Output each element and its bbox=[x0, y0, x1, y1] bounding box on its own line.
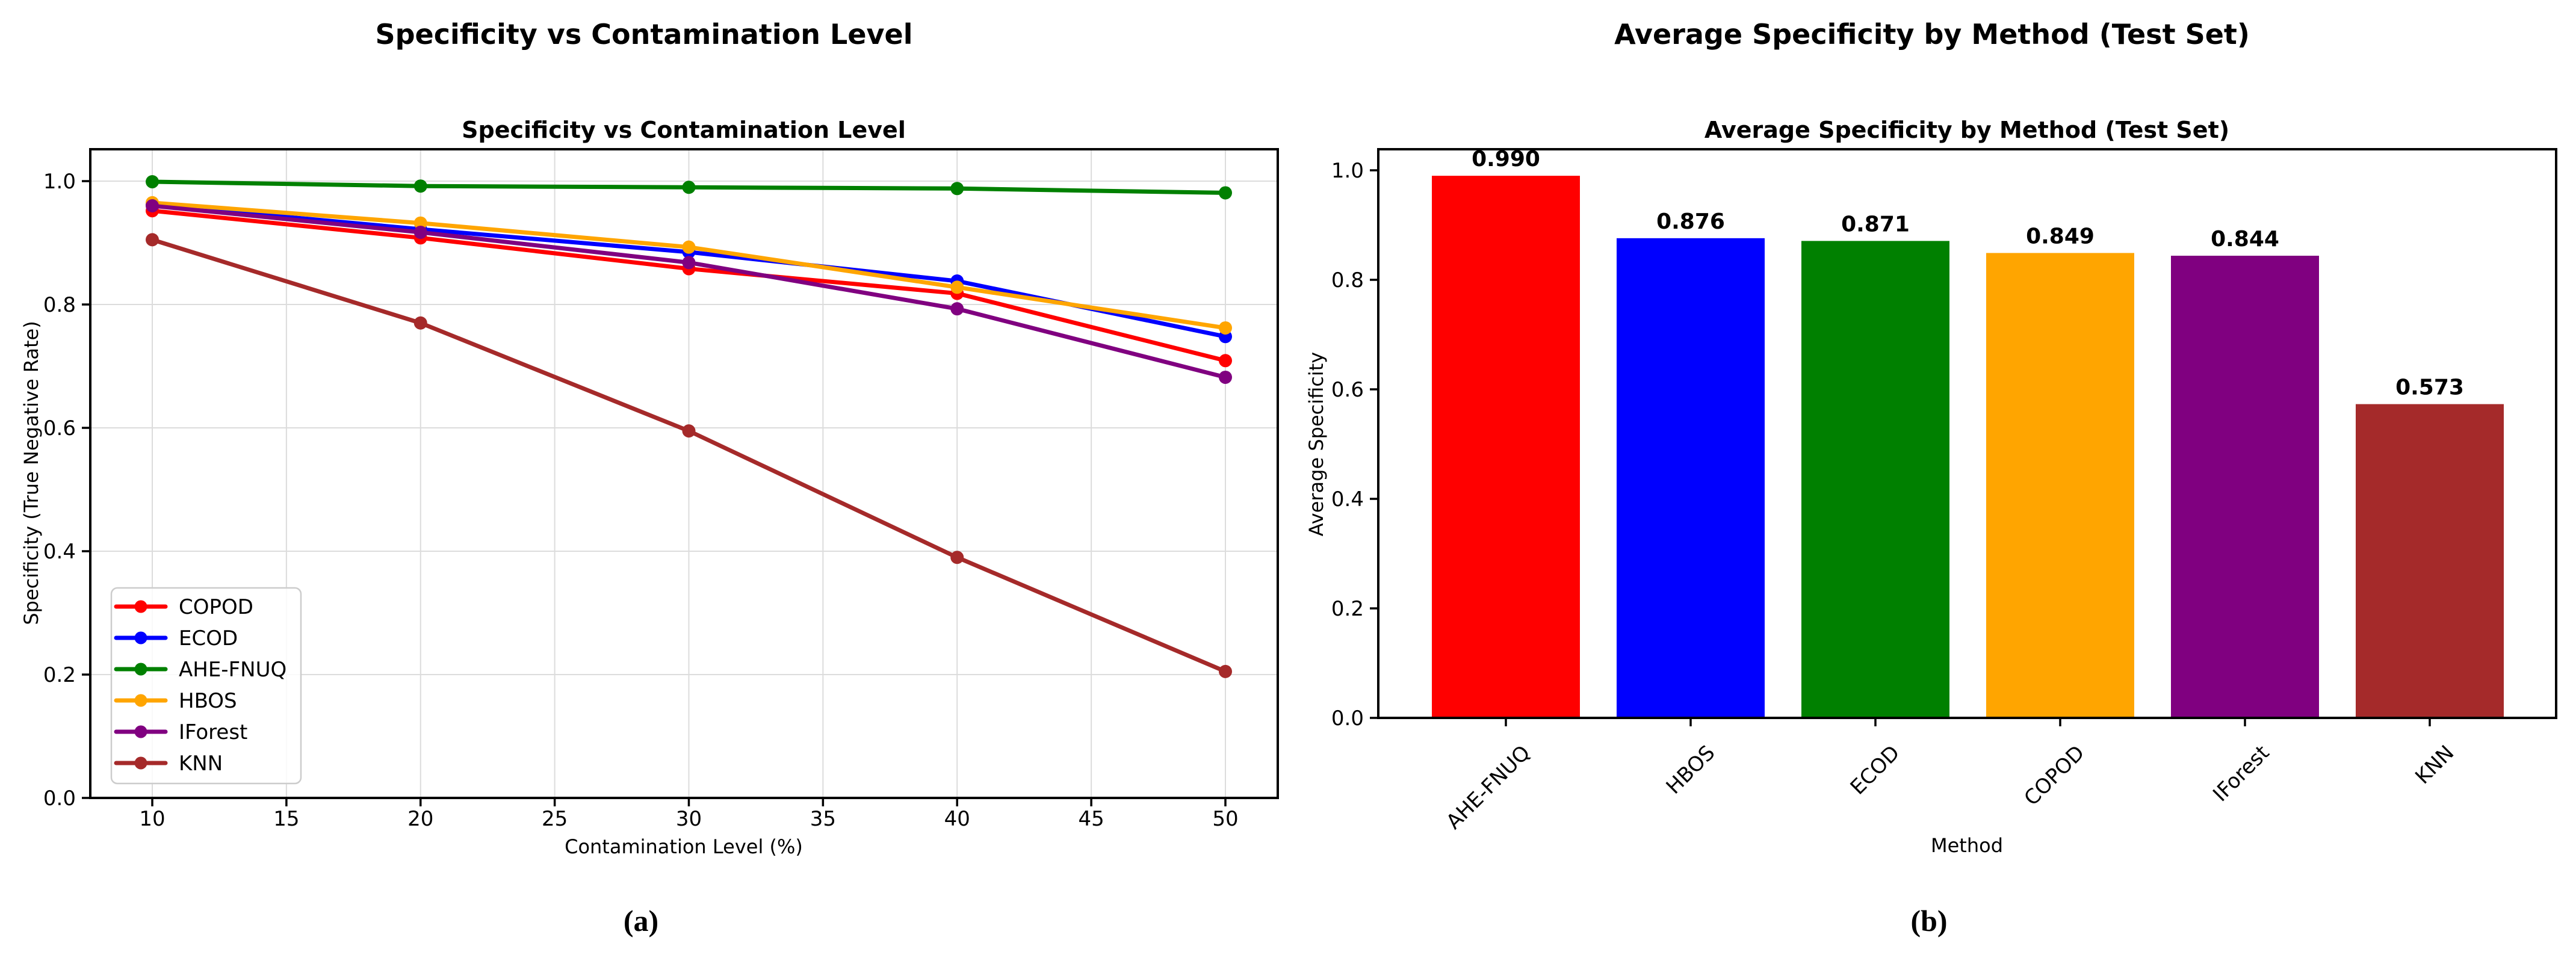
data-point-KNN bbox=[1219, 664, 1232, 678]
legend-swatch-marker-AHE-FNUQ bbox=[134, 663, 147, 676]
y-tick-label: 1.0 bbox=[43, 170, 76, 194]
data-point-IForest bbox=[682, 256, 696, 270]
right-figure-suptitle: Average Specificity by Method (Test Set) bbox=[1614, 18, 2250, 51]
y-tick-label: 0.8 bbox=[1331, 268, 1364, 292]
x-tick-label-ECOD: ECOD bbox=[1846, 741, 1905, 800]
bar-value-label: 0.990 bbox=[1472, 147, 1540, 172]
legend-label-ECOD: ECOD bbox=[179, 626, 238, 651]
x-tick-label: 40 bbox=[944, 807, 970, 831]
data-point-HBOS bbox=[682, 240, 696, 254]
legend-label-KNN: KNN bbox=[179, 752, 223, 776]
y-tick-label: 0.2 bbox=[43, 663, 76, 687]
data-point-HBOS bbox=[950, 280, 964, 294]
bar-IForest bbox=[2171, 255, 2319, 718]
bar-value-label: 0.876 bbox=[1656, 209, 1725, 234]
data-point-HBOS bbox=[1219, 321, 1232, 335]
bar-COPOD bbox=[1986, 253, 2134, 718]
x-tick-label-KNN: KNN bbox=[2410, 741, 2459, 789]
legend-label-IForest: IForest bbox=[179, 720, 247, 744]
x-tick-label-IForest: IForest bbox=[2208, 741, 2274, 806]
x-tick-label-AHE-FNUQ: AHE-FNUQ bbox=[1441, 741, 1535, 834]
bar-KNN bbox=[2356, 404, 2504, 718]
data-point-KNN bbox=[950, 551, 964, 564]
x-tick-label-HBOS: HBOS bbox=[1662, 741, 1720, 799]
right-yaxis-label: Average Specificity bbox=[1305, 351, 1328, 537]
legend-label-AHE-FNUQ: AHE-FNUQ bbox=[179, 658, 286, 682]
y-tick-label: 0.0 bbox=[43, 786, 76, 811]
left-figure-suptitle: Specificity vs Contamination Level bbox=[375, 18, 913, 51]
data-point-KNN bbox=[146, 233, 159, 247]
x-tick-label: 35 bbox=[810, 807, 836, 831]
data-point-AHE-FNUQ bbox=[950, 182, 964, 196]
data-point-KNN bbox=[682, 424, 696, 438]
data-point-IForest bbox=[1219, 370, 1232, 384]
x-tick-label-COPOD: COPOD bbox=[2019, 741, 2089, 811]
bar-AHE-FNUQ bbox=[1432, 176, 1580, 718]
data-point-IForest bbox=[146, 199, 159, 212]
y-tick-label: 0.6 bbox=[43, 416, 76, 440]
data-point-AHE-FNUQ bbox=[413, 179, 427, 193]
bar-value-label: 0.871 bbox=[1841, 212, 1910, 236]
legend-swatch-marker-HBOS bbox=[134, 694, 147, 707]
y-tick-label: 0.2 bbox=[1331, 597, 1364, 621]
right-plot-spines bbox=[1377, 148, 2557, 719]
y-tick-label: 0.0 bbox=[1331, 706, 1364, 731]
right-axes-title: Average Specificity by Method (Test Set) bbox=[1704, 117, 2230, 143]
data-point-IForest bbox=[413, 226, 427, 240]
legend-swatch-marker-IForest bbox=[134, 725, 147, 738]
x-tick-label: 30 bbox=[676, 807, 702, 831]
bar-value-label: 0.849 bbox=[2026, 224, 2095, 249]
y-tick-label: 0.8 bbox=[43, 293, 76, 317]
y-tick-label: 0.4 bbox=[1331, 487, 1364, 511]
x-tick-label: 25 bbox=[542, 807, 568, 831]
data-point-AHE-FNUQ bbox=[1219, 186, 1232, 200]
legend-swatch-marker-KNN bbox=[134, 756, 147, 770]
y-tick-label: 1.0 bbox=[1331, 159, 1364, 183]
left-yaxis-label: Specificity (True Negative Rate) bbox=[20, 321, 43, 625]
x-tick-label: 20 bbox=[407, 807, 433, 831]
bar-value-label: 0.573 bbox=[2395, 375, 2464, 400]
data-point-IForest bbox=[950, 302, 964, 316]
data-point-HBOS bbox=[413, 216, 427, 230]
bar-value-label: 0.844 bbox=[2211, 227, 2279, 252]
legend-swatch-marker-ECOD bbox=[134, 631, 147, 644]
bar-HBOS bbox=[1617, 238, 1765, 718]
data-point-COPOD bbox=[1219, 354, 1232, 368]
legend-label-COPOD: COPOD bbox=[179, 595, 253, 619]
y-tick-label: 0.6 bbox=[1331, 378, 1364, 402]
y-tick-label: 0.4 bbox=[43, 540, 76, 564]
right-subfigure-caption: (b) bbox=[1910, 904, 1948, 938]
data-point-KNN bbox=[413, 316, 427, 330]
left-xaxis-label: Contamination Level (%) bbox=[565, 835, 803, 858]
x-tick-label: 15 bbox=[273, 807, 299, 831]
x-tick-label: 10 bbox=[139, 807, 165, 831]
left-plot-spines bbox=[89, 148, 1279, 799]
legend-swatch-marker-COPOD bbox=[134, 600, 147, 613]
data-point-AHE-FNUQ bbox=[682, 181, 696, 194]
data-point-AHE-FNUQ bbox=[146, 175, 159, 189]
legend-label-HBOS: HBOS bbox=[179, 689, 237, 713]
left-subfigure-caption: (a) bbox=[623, 904, 659, 938]
left-axes-title: Specificity vs Contamination Level bbox=[462, 117, 906, 143]
bar-ECOD bbox=[1801, 241, 1949, 718]
right-xaxis-label: Method bbox=[1930, 834, 2004, 857]
x-tick-label: 45 bbox=[1078, 807, 1104, 831]
x-tick-label: 50 bbox=[1212, 807, 1238, 831]
